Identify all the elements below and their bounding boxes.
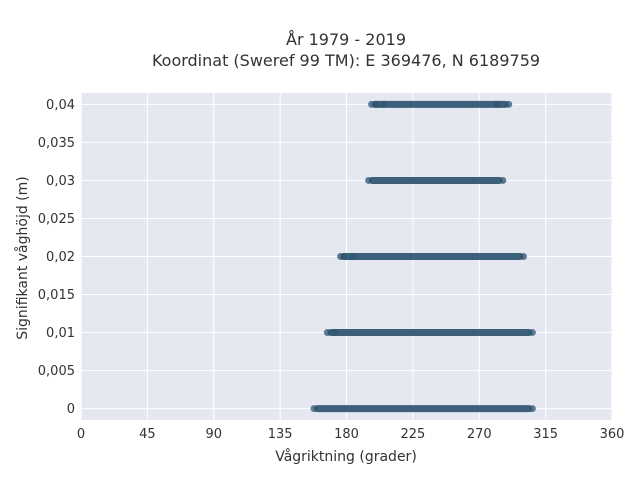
data-band xyxy=(372,101,509,108)
x-tick-label: 0 xyxy=(77,427,85,442)
data-point xyxy=(505,101,512,108)
y-tick-label: 0,005 xyxy=(38,364,75,379)
x-tick-label: 315 xyxy=(533,427,558,442)
data-point xyxy=(380,101,387,108)
data-point xyxy=(349,253,356,260)
x-tick-label: 360 xyxy=(600,427,625,442)
y-tick-label: 0 xyxy=(67,402,75,417)
y-tick-label: 0,04 xyxy=(46,98,75,113)
x-tick-label: 135 xyxy=(268,427,293,442)
data-point xyxy=(520,253,527,260)
y-tick-label: 0,02 xyxy=(46,250,75,265)
data-point xyxy=(373,101,380,108)
data-point xyxy=(340,253,347,260)
x-tick-label: 225 xyxy=(400,427,425,442)
data-point xyxy=(331,329,338,336)
data-band xyxy=(341,253,524,260)
data-point xyxy=(529,405,536,412)
data-band xyxy=(327,329,532,336)
y-tick-label: 0,01 xyxy=(46,326,75,341)
x-tick-label: 90 xyxy=(205,427,222,442)
y-tick-labels: 0 0,005 0,01 0,015 0,02 0,025 0,03 0,035 0,04 xyxy=(38,98,75,417)
y-tick-label: 0,03 xyxy=(46,174,75,189)
data-point xyxy=(311,405,318,412)
y-tick-label: 0,015 xyxy=(38,288,75,303)
data-point xyxy=(493,101,500,108)
data-band xyxy=(314,405,532,412)
data-point xyxy=(499,177,506,184)
chart-title-line-1: År 1979 - 2019 xyxy=(286,30,406,49)
data-point xyxy=(365,177,372,184)
chart-title-line-2: Koordinat (Sweref 99 TM): E 369476, N 61… xyxy=(152,51,540,70)
y-axis-title: Signifikant våghöjd (m) xyxy=(14,176,31,339)
data-band xyxy=(369,177,503,184)
y-tick-label: 0,025 xyxy=(38,212,75,227)
x-tick-label: 45 xyxy=(139,427,156,442)
x-tick-labels: 0 45 90 135 180 225 270 315 360 xyxy=(77,427,625,442)
x-axis-title: Vågriktning (grader) xyxy=(275,448,417,465)
data-point xyxy=(324,329,331,336)
x-tick-label: 270 xyxy=(467,427,492,442)
data-point xyxy=(529,329,536,336)
y-tick-label: 0,035 xyxy=(38,136,75,151)
x-tick-label: 180 xyxy=(334,427,359,442)
scatter-chart: 0 45 90 135 180 225 270 315 360 00,0050,010,0150… xyxy=(0,0,640,480)
